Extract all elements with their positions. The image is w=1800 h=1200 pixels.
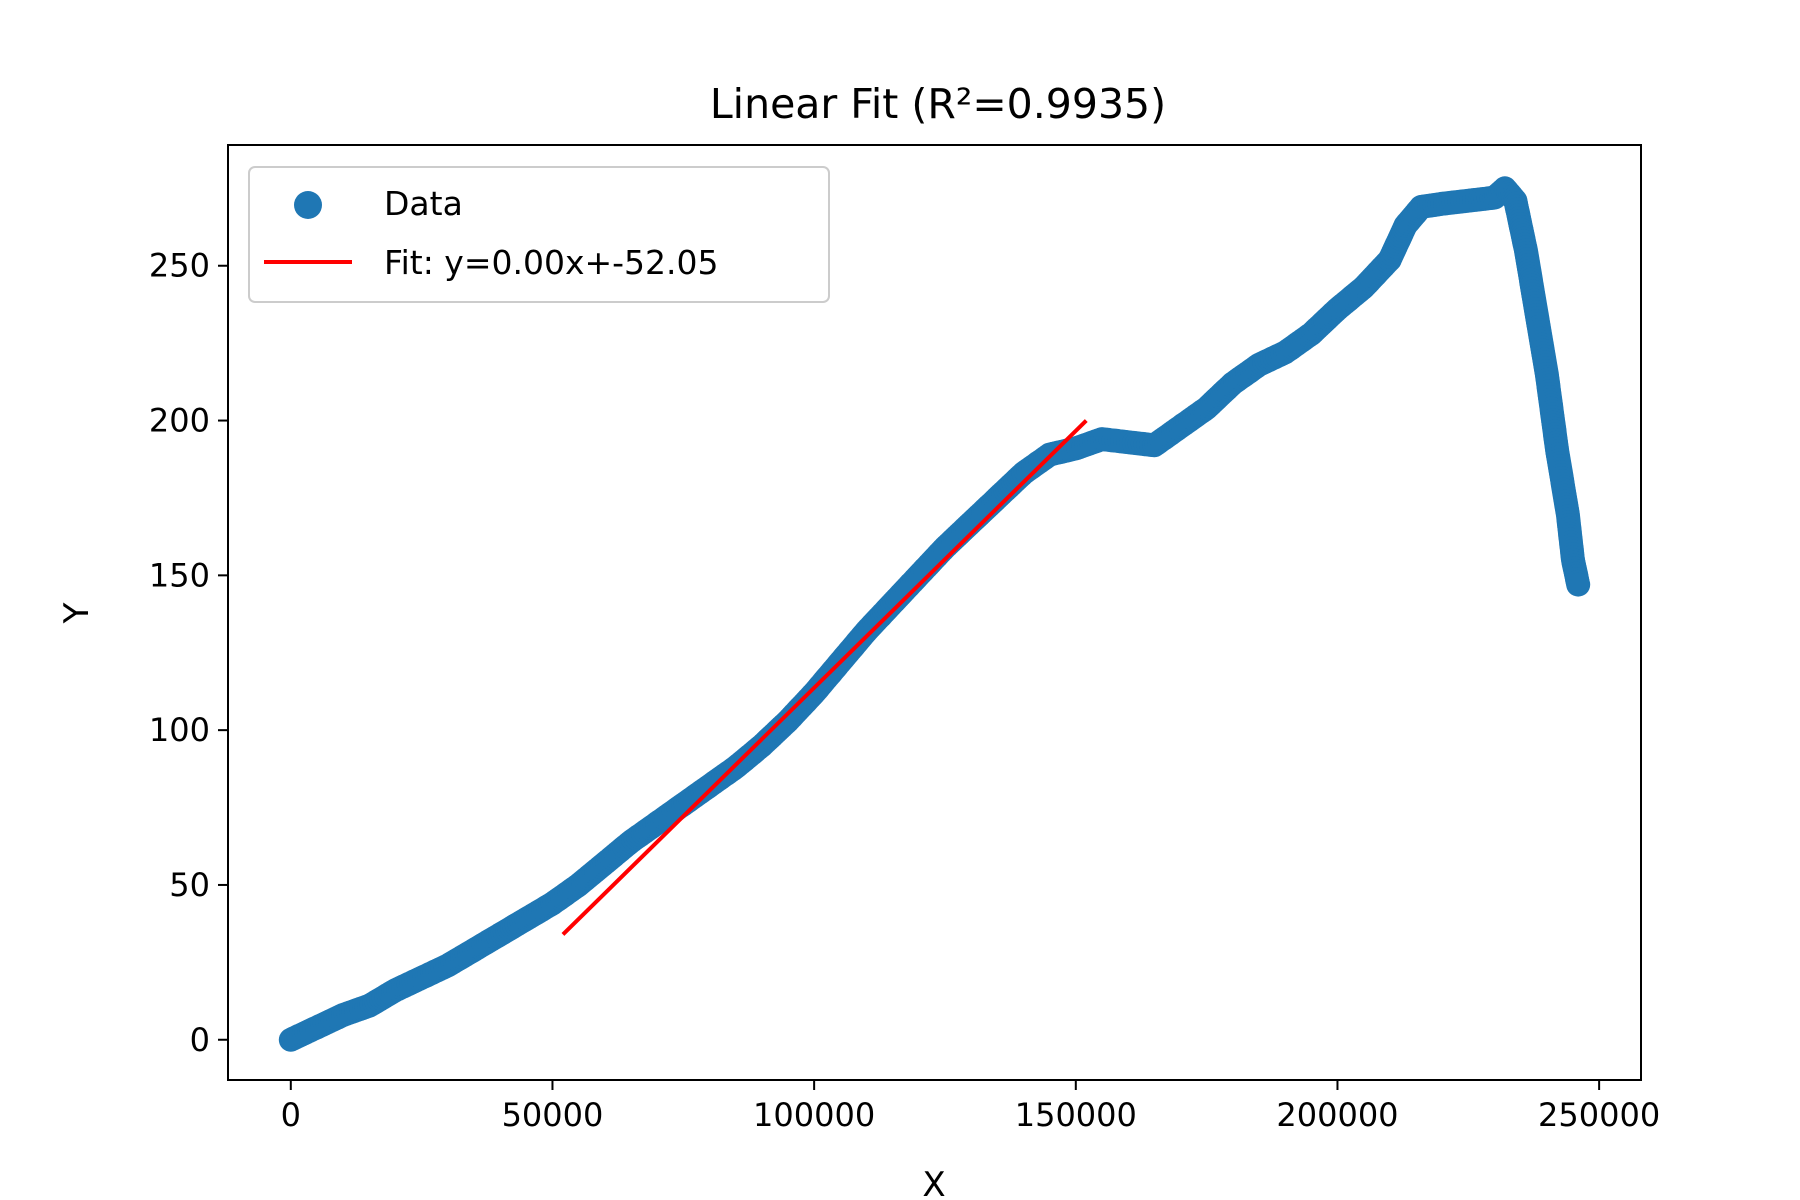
x-tick-label: 200000: [1276, 1096, 1398, 1134]
data-point: [1566, 572, 1591, 597]
x-tick-label: 0: [281, 1096, 301, 1134]
legend-fit-label: Fit: y=0.00x+-52.05: [384, 243, 719, 282]
x-tick-label: 150000: [1015, 1096, 1137, 1134]
x-axis-title: X: [922, 1165, 945, 1200]
x-tick-label: 100000: [753, 1096, 875, 1134]
y-tick-label: 250: [149, 247, 210, 285]
fit-line: [561, 419, 1088, 936]
fit-series: [561, 419, 1088, 936]
legend: Data Fit: y=0.00x+-52.05: [248, 166, 830, 303]
y-tick-label: 50: [169, 866, 210, 904]
y-tick-label: 150: [149, 556, 210, 594]
y-tick-label: 200: [149, 402, 210, 440]
axes-frame: [227, 144, 1642, 1081]
y-axis-title: Y: [57, 602, 97, 624]
x-axis: 0 50000 100000 150000 200000 250000: [281, 1080, 1660, 1134]
y-tick-label: 100: [149, 711, 210, 749]
legend-data-marker: [294, 191, 322, 219]
chart-title: Linear Fit (R²=0.9935): [710, 80, 1166, 128]
legend-data-label: Data: [384, 184, 463, 223]
legend-box: [248, 166, 830, 303]
data-series: [278, 176, 1591, 1052]
x-tick-label: 50000: [502, 1096, 604, 1134]
y-tick-label: 0: [190, 1021, 210, 1059]
y-axis: 0 50 100 150 200 250: [149, 247, 228, 1059]
x-tick-label: 250000: [1538, 1096, 1660, 1134]
